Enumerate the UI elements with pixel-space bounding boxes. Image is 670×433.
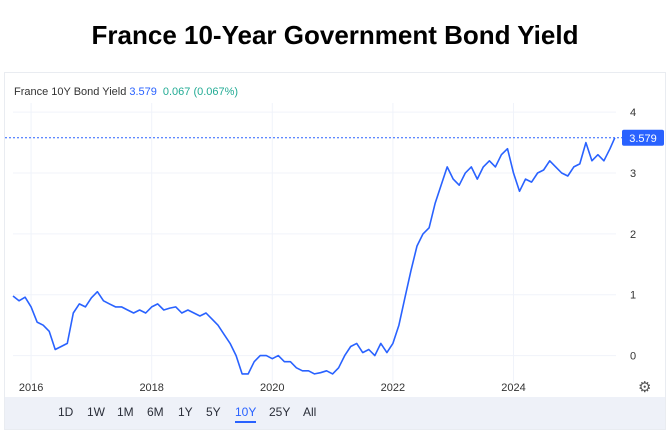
- range-button-1w[interactable]: 1W: [87, 405, 105, 419]
- range-button-1d[interactable]: 1D: [58, 405, 74, 419]
- chart-frame: 4 3 2 1 0 2016 2018 2020 2022 2024 3.579: [4, 72, 666, 430]
- chart-legend: France 10Y Bond Yield 3.579 0.067 (0.067%): [14, 86, 238, 98]
- chart-plot[interactable]: 4 3 2 1 0 2016 2018 2020 2022 2024 3.579: [5, 73, 665, 429]
- range-selector-bar: [5, 397, 665, 429]
- x-tick-label: 2016: [19, 382, 43, 394]
- legend-value: 3.579: [129, 86, 157, 98]
- range-button-1y[interactable]: 1Y: [178, 405, 193, 419]
- range-button-5y[interactable]: 5Y: [206, 405, 221, 419]
- gear-icon[interactable]: ⚙: [638, 379, 652, 396]
- range-button-10y[interactable]: 10Y: [235, 405, 257, 423]
- x-tick-label: 2020: [260, 382, 284, 394]
- legend-change: 0.067 (0.067%): [162, 86, 239, 98]
- range-button-6m[interactable]: 6M: [147, 405, 164, 419]
- x-tick-label: 2022: [381, 382, 405, 394]
- y-tick-label: 4: [630, 107, 636, 119]
- y-tick-label: 2: [630, 229, 636, 241]
- range-button-25y[interactable]: 25Y: [269, 405, 291, 419]
- y-tick-label: 0: [630, 351, 636, 363]
- x-tick-label: 2024: [501, 382, 525, 394]
- y-tick-label: 1: [630, 290, 636, 302]
- y-tick-label: 3: [630, 168, 636, 180]
- price-tag-label: 3.579: [629, 133, 657, 145]
- series-line: [12, 137, 616, 375]
- page-title: France 10-Year Government Bond Yield: [91, 20, 579, 50]
- range-button-all[interactable]: All: [303, 405, 317, 419]
- legend-series-name: France 10Y Bond Yield: [14, 86, 127, 98]
- x-tick-label: 2018: [139, 382, 163, 394]
- price-tag-box: [622, 129, 664, 146]
- range-button-1m[interactable]: 1M: [117, 405, 134, 419]
